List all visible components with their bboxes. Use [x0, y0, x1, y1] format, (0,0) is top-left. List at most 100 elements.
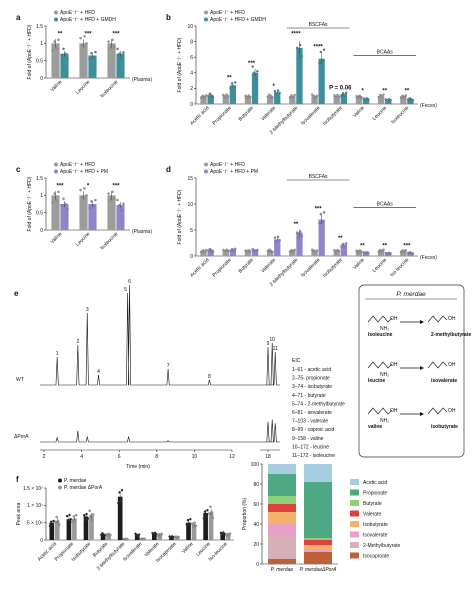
structure-atom: NH₂: [380, 372, 389, 378]
bar: [266, 96, 274, 104]
legend-label: ApoE⁻/⁻ + HFD + PM: [60, 169, 108, 175]
y-axis-label: Proportion (%): [242, 498, 248, 531]
data-point: [244, 94, 247, 98]
data-point: [55, 47, 58, 50]
data-point: [399, 96, 403, 99]
data-point: [69, 517, 72, 521]
data-point: [276, 89, 280, 92]
data-point: [71, 520, 74, 523]
data-point: [288, 96, 292, 99]
data-point: [275, 92, 278, 95]
bar: [400, 250, 407, 256]
bar: [311, 96, 318, 104]
data-point: [256, 248, 259, 252]
data-point: [266, 249, 270, 253]
x-tick-label: Valine: [352, 105, 366, 119]
panel-label: e: [14, 289, 19, 298]
y-tick-label: 40: [253, 522, 259, 528]
data-point: [210, 511, 213, 514]
x-tick-label: P. merdaeΔPorA: [300, 567, 338, 573]
data-point: [318, 222, 321, 225]
x-tick-label: Isovalerate: [300, 257, 322, 279]
legend-swatch: [54, 162, 58, 167]
y-tick-label: 0.5: [36, 58, 43, 64]
bar: [407, 252, 414, 256]
bar: [88, 204, 97, 230]
data-point: [278, 238, 281, 242]
eic-entry: 10–172 - leucine: [292, 444, 329, 450]
bar: [72, 518, 77, 540]
data-point: [116, 198, 119, 202]
legend-label: ApoE⁻/⁻ + HFD + GMDH: [210, 17, 266, 23]
y-tick-label: 0: [40, 228, 43, 234]
y-tick-label: 5 × 10⁶: [27, 520, 43, 526]
data-point: [321, 59, 324, 63]
data-point: [85, 512, 88, 516]
data-point: [273, 89, 277, 93]
panel-f2: 0 20 40 60 80 100 Proportion (%) P. merdae P. me…: [242, 462, 400, 573]
y-tick-label: 60: [253, 502, 259, 508]
data-point: [66, 57, 69, 60]
significance-mark: **: [227, 76, 232, 82]
data-point: [402, 250, 406, 253]
bar: [400, 96, 407, 104]
bar: [116, 205, 125, 230]
legend-swatch: [204, 10, 208, 15]
legend-label: ApoE⁻/⁻ + HFD: [210, 162, 245, 168]
data-point: [67, 519, 70, 522]
data-point: [399, 250, 403, 254]
stack-segment: [304, 464, 332, 482]
x-tick-label: Butyrate: [238, 105, 256, 123]
data-point: [194, 524, 198, 528]
data-point: [204, 249, 208, 252]
eic-entry: 5–74 - 2-methylbutyrate: [292, 401, 345, 407]
data-point: [291, 250, 295, 253]
bar: [318, 58, 325, 104]
structure-atom: OH: [390, 408, 398, 414]
data-point: [84, 518, 87, 522]
trace-label: WT: [16, 377, 24, 383]
data-point: [88, 206, 91, 210]
x-tick-label: Iso leucine: [389, 257, 410, 278]
product-label: isovalerate: [431, 378, 457, 384]
bar: [200, 96, 207, 104]
bar: [355, 250, 363, 256]
stack-segment: [268, 512, 296, 523]
data-point: [278, 91, 281, 95]
y-tick-label: 15: [187, 176, 193, 182]
data-point: [268, 93, 271, 96]
y-tick-label: 1.5: [36, 176, 43, 182]
x-tick-label: Isoleucine: [390, 105, 410, 125]
eic-entry: 3–74 - isobutyrate: [292, 384, 332, 390]
data-point: [83, 187, 86, 190]
bar: [296, 47, 303, 104]
data-point: [211, 95, 215, 99]
x-tick-label: Isovalerate: [300, 105, 322, 127]
data-point: [336, 93, 339, 97]
significance-mark: **: [58, 32, 63, 38]
significance-mark: **: [382, 244, 387, 250]
bar: [203, 512, 208, 540]
data-point: [89, 514, 93, 517]
data-point: [256, 70, 259, 73]
data-point: [57, 190, 60, 194]
structure-atom: NH₂: [380, 326, 389, 332]
data-point: [51, 201, 54, 204]
data-point: [358, 94, 361, 98]
significance-mark: **: [405, 88, 410, 94]
bar: [207, 95, 214, 104]
y-tick-label: 6: [190, 55, 193, 61]
bar: [208, 512, 214, 540]
significance-mark: ***: [56, 184, 64, 190]
data-point: [107, 192, 110, 195]
data-point: [208, 512, 211, 515]
significance-mark: P = 0.06: [329, 86, 352, 92]
stack-segment: [268, 474, 296, 496]
x-tick-label: Propionate: [211, 105, 232, 126]
data-point: [315, 94, 319, 98]
data-point: [210, 94, 213, 97]
legend-label: ApoE⁻/⁻ + HFD: [60, 162, 95, 168]
bar: [222, 250, 229, 256]
legend-swatch: [204, 17, 208, 22]
